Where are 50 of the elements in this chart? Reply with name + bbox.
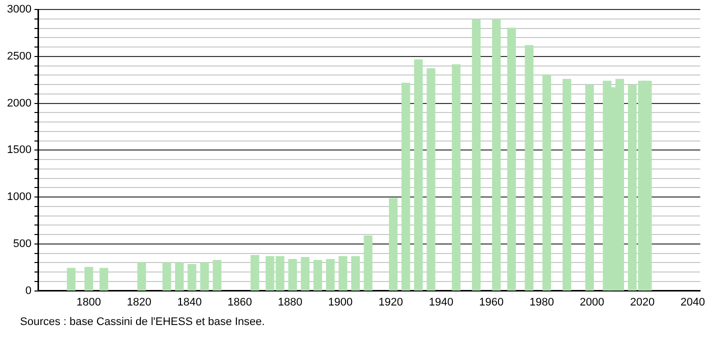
x-tick-label: 2040 <box>680 296 705 308</box>
bar <box>507 28 516 291</box>
y-tick-label: 2000 <box>6 97 32 110</box>
bar <box>100 268 108 291</box>
y-tick-label: 500 <box>13 238 32 250</box>
bar <box>212 260 222 291</box>
x-tick-label: 1920 <box>378 296 403 308</box>
source-note: Sources : base Cassini de l'EHESS et base Insee. <box>20 316 266 328</box>
x-tick-label: 1880 <box>278 296 302 308</box>
bar <box>137 262 146 291</box>
bar <box>338 256 348 291</box>
bar <box>300 257 310 291</box>
y-tick-label: 1500 <box>6 144 32 156</box>
bar <box>188 264 196 291</box>
x-tick-label: 1840 <box>177 296 202 308</box>
bar <box>452 64 460 291</box>
y-tick-label: 3000 <box>6 4 32 16</box>
bar <box>585 84 594 291</box>
bar <box>402 82 410 291</box>
x-tick-label: 2000 <box>580 296 604 308</box>
bar <box>326 258 335 291</box>
bar <box>364 235 372 291</box>
bar <box>524 45 534 291</box>
bar <box>66 268 76 291</box>
x-tick-label: 1860 <box>228 296 252 308</box>
bar <box>288 258 297 291</box>
x-tick-label: 1820 <box>126 296 152 308</box>
bar <box>175 262 184 291</box>
bar <box>542 74 552 291</box>
bar <box>388 198 398 291</box>
x-tick-label: 2020 <box>630 296 655 308</box>
bar <box>351 256 360 291</box>
x-tick-label: 1960 <box>479 296 504 308</box>
x-tick-label: 1940 <box>428 296 454 308</box>
x-tick-label: 1800 <box>76 296 102 308</box>
bar <box>472 19 481 291</box>
x-tick-label: 1980 <box>529 296 554 308</box>
bar <box>562 78 572 291</box>
x-tick-label: 1900 <box>328 296 353 308</box>
bar <box>200 262 209 291</box>
bar <box>492 19 501 291</box>
bar <box>414 59 423 291</box>
y-tick-label: 2500 <box>6 50 32 62</box>
bar <box>162 262 172 291</box>
y-tick-label: 1000 <box>6 191 32 204</box>
y-tick-label: 0 <box>25 284 32 297</box>
bar <box>250 255 260 291</box>
bar <box>426 68 436 291</box>
bar <box>313 260 322 291</box>
bar <box>84 266 94 291</box>
